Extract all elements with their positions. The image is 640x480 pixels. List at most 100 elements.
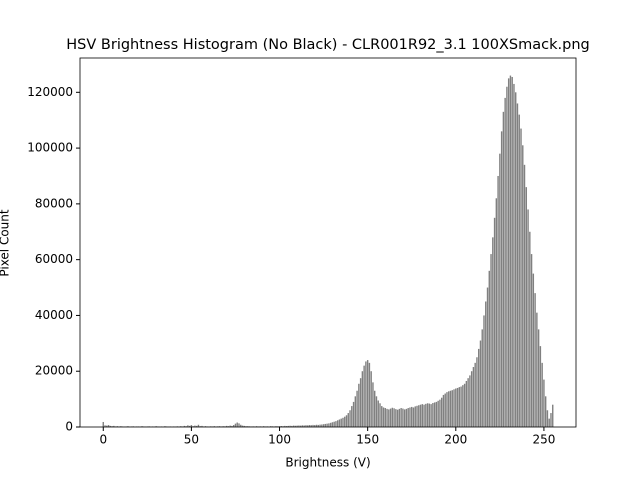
bar — [190, 425, 193, 427]
bar — [141, 426, 143, 427]
x-axis-label: Brightness (V) — [285, 456, 370, 470]
bar — [270, 426, 272, 427]
bar — [425, 403, 427, 427]
bar — [368, 362, 371, 427]
bar — [349, 410, 351, 427]
bar — [463, 383, 466, 427]
axes-frame — [79, 57, 577, 428]
bar — [345, 415, 348, 427]
x-tick-label: 200 — [444, 433, 467, 447]
bar — [351, 406, 353, 427]
bar — [386, 408, 388, 427]
y-tick-label: 80000 — [35, 196, 73, 210]
bar — [363, 365, 365, 427]
bar — [298, 425, 300, 427]
bar — [522, 145, 524, 427]
bar — [419, 404, 422, 427]
bar — [530, 254, 533, 427]
bar — [483, 315, 485, 427]
bar — [412, 407, 415, 427]
bar — [294, 425, 297, 427]
bar — [319, 424, 321, 427]
bar — [444, 393, 446, 427]
bar — [201, 425, 203, 427]
bar — [342, 417, 344, 427]
bar — [204, 426, 207, 427]
bar — [324, 423, 327, 427]
bar — [180, 426, 182, 427]
bar — [416, 405, 418, 427]
bar — [453, 389, 455, 427]
bar — [395, 409, 397, 427]
bar — [414, 406, 416, 427]
bar — [529, 231, 531, 427]
bar — [381, 406, 383, 427]
bar — [536, 312, 538, 427]
bar — [448, 391, 450, 427]
bar — [391, 407, 394, 427]
bar — [375, 396, 378, 427]
bar — [405, 408, 408, 427]
bar — [314, 425, 316, 427]
bar — [516, 103, 519, 427]
bar — [232, 425, 235, 427]
x-tick-label: 150 — [356, 433, 379, 447]
bar — [418, 405, 420, 427]
bar — [470, 371, 473, 427]
bar — [433, 402, 436, 427]
bar — [275, 426, 277, 427]
bar — [372, 382, 374, 427]
bar — [523, 164, 526, 428]
bar — [382, 407, 385, 427]
bar — [109, 425, 112, 427]
bar — [546, 410, 549, 427]
bar — [120, 426, 122, 427]
bar — [432, 403, 434, 427]
bar — [333, 421, 335, 427]
bar — [462, 385, 464, 427]
bar — [465, 380, 468, 427]
bar — [284, 425, 286, 427]
bar — [518, 114, 520, 427]
bar — [504, 97, 506, 428]
bar — [499, 153, 501, 427]
bar — [502, 111, 505, 428]
bar — [354, 396, 357, 427]
bar — [292, 425, 295, 427]
y-tick-label: 60000 — [35, 252, 73, 266]
bar — [511, 76, 513, 427]
bar — [183, 425, 186, 427]
bar — [296, 425, 298, 427]
y-tick-label: 120000 — [27, 85, 73, 99]
bar — [481, 329, 483, 427]
bar — [426, 403, 429, 427]
bar — [262, 426, 265, 427]
bar — [389, 408, 392, 427]
bar — [127, 426, 129, 427]
bar — [490, 254, 492, 427]
bar — [241, 425, 244, 427]
bar — [361, 371, 364, 427]
bar — [234, 423, 237, 427]
bar — [338, 419, 341, 427]
x-tick-label: 100 — [268, 433, 291, 447]
bar — [388, 409, 390, 427]
bar — [446, 392, 448, 427]
x-tick-label: 0 — [99, 433, 107, 447]
bar — [472, 367, 475, 427]
bar — [199, 426, 201, 427]
bar — [155, 426, 157, 427]
x-tick-label: 50 — [184, 433, 199, 447]
bar — [460, 386, 462, 427]
bar — [315, 424, 318, 427]
bar — [164, 426, 166, 427]
bar — [537, 329, 540, 427]
bar — [495, 198, 498, 427]
bar — [197, 424, 200, 427]
bar — [104, 425, 106, 427]
bar — [195, 425, 198, 427]
bar — [400, 408, 402, 427]
bar — [335, 421, 337, 427]
bar — [356, 390, 358, 427]
bar — [238, 423, 240, 427]
